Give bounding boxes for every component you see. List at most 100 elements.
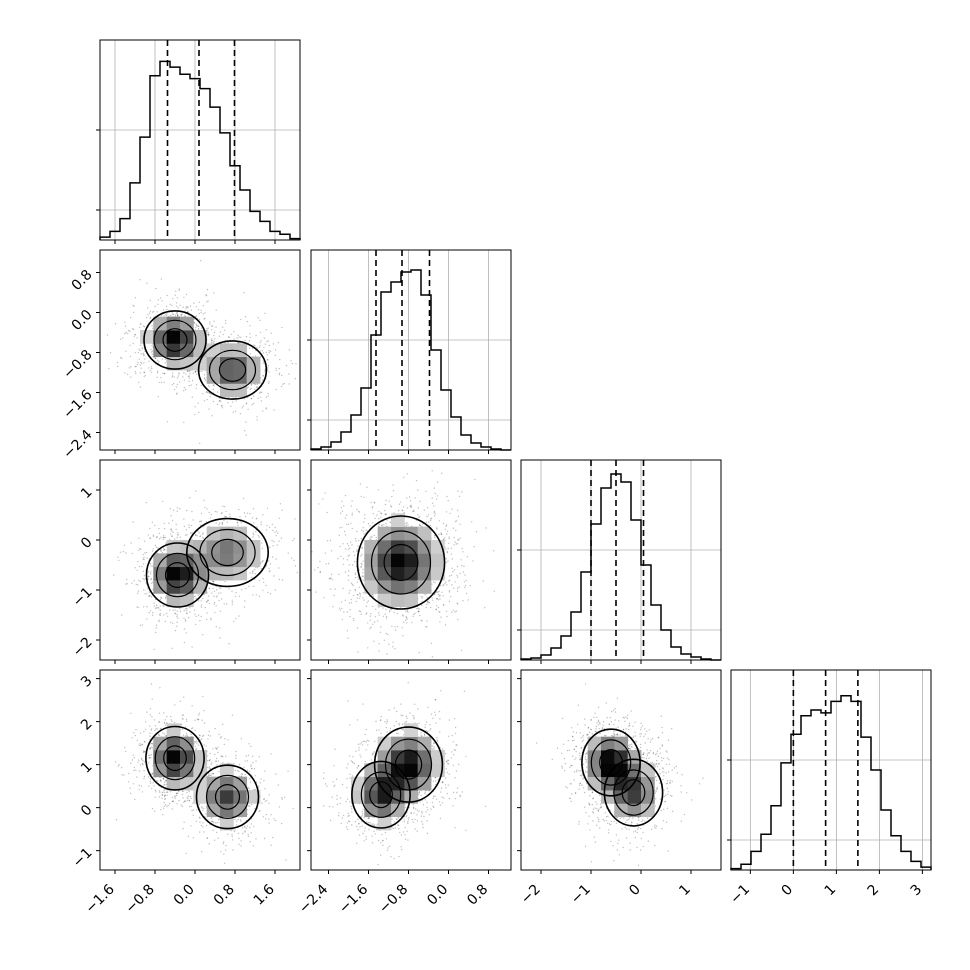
scatter-point bbox=[343, 611, 345, 613]
scatter-point bbox=[274, 354, 277, 356]
scatter-point bbox=[212, 388, 215, 391]
scatter-point bbox=[242, 497, 245, 499]
scatter-point bbox=[261, 560, 264, 563]
scatter-point bbox=[292, 539, 294, 542]
scatter-point bbox=[196, 742, 198, 744]
scatter-point bbox=[140, 367, 142, 369]
scatter-point bbox=[354, 588, 356, 591]
scatter-point bbox=[294, 518, 296, 520]
scatter-point bbox=[247, 833, 249, 836]
scatter-point bbox=[279, 358, 281, 361]
scatter-point bbox=[213, 603, 215, 605]
scatter-point bbox=[183, 518, 185, 520]
scatter-point bbox=[189, 370, 191, 372]
scatter-point bbox=[140, 323, 142, 325]
scatter-point bbox=[445, 610, 448, 612]
scatter-point bbox=[260, 778, 262, 780]
scatter-point bbox=[426, 515, 428, 518]
scatter-panel-1-0 bbox=[96, 259, 297, 454]
scatter-point bbox=[372, 623, 374, 625]
scatter-point bbox=[266, 354, 268, 356]
scatter-point bbox=[367, 622, 369, 624]
scatter-point bbox=[126, 373, 129, 375]
scatter-point bbox=[224, 580, 226, 583]
scatter-point bbox=[353, 619, 355, 622]
scatter-point bbox=[295, 363, 297, 365]
scatter-point bbox=[173, 722, 176, 724]
scatter-point bbox=[118, 764, 120, 766]
scatter-point bbox=[469, 585, 471, 587]
scatter-point bbox=[430, 518, 432, 520]
scatter-point bbox=[413, 613, 415, 616]
scatter-point bbox=[261, 379, 264, 381]
scatter-point bbox=[160, 381, 163, 383]
scatter-point bbox=[186, 307, 188, 309]
scatter-point bbox=[252, 594, 254, 596]
scatter-point bbox=[391, 495, 393, 498]
scatter-point bbox=[134, 567, 136, 569]
scatter-point bbox=[278, 373, 281, 376]
histogram-panel-0 bbox=[96, 40, 301, 240]
scatter-point bbox=[149, 563, 152, 565]
scatter-point bbox=[127, 332, 129, 335]
scatter-point bbox=[369, 619, 371, 621]
scatter-point bbox=[152, 612, 154, 614]
scatter-point bbox=[244, 515, 247, 518]
scatter-point bbox=[114, 323, 117, 325]
scatter-point bbox=[194, 745, 196, 748]
scatter-point bbox=[140, 362, 143, 364]
scatter-point bbox=[149, 317, 152, 319]
scatter-point bbox=[354, 573, 357, 576]
scatter-point bbox=[414, 612, 416, 615]
scatter-point bbox=[372, 513, 374, 515]
scatter-point bbox=[143, 606, 145, 608]
scatter-point bbox=[218, 592, 220, 594]
scatter-point bbox=[146, 557, 148, 559]
scatter-point bbox=[296, 571, 298, 574]
scatter-point bbox=[446, 495, 448, 498]
scatter-point bbox=[382, 607, 384, 609]
scatter-point bbox=[140, 353, 142, 355]
scatter-point bbox=[203, 377, 206, 379]
scatter-point bbox=[182, 734, 185, 736]
scatter-point bbox=[429, 519, 432, 522]
scatter-point bbox=[162, 372, 164, 374]
scatter-point bbox=[171, 376, 173, 378]
scatter-point bbox=[225, 755, 227, 757]
scatter-point bbox=[148, 312, 151, 314]
scatter-point bbox=[135, 372, 137, 375]
scatter-point bbox=[266, 341, 268, 343]
scatter-point bbox=[294, 565, 297, 567]
scatter-point bbox=[350, 602, 353, 604]
scatter-point bbox=[357, 651, 359, 653]
scatter-point bbox=[431, 597, 433, 599]
scatter-point bbox=[178, 288, 180, 290]
scatter-point bbox=[243, 292, 245, 294]
scatter-point bbox=[288, 373, 290, 375]
density-cell bbox=[364, 540, 379, 554]
scatter-point bbox=[136, 363, 138, 366]
scatter-point bbox=[352, 551, 355, 553]
scatter-point bbox=[438, 520, 440, 522]
scatter-point bbox=[156, 376, 158, 378]
scatter-point bbox=[240, 589, 243, 591]
scatter-point bbox=[217, 760, 220, 762]
density-cell bbox=[404, 566, 419, 581]
scatter-point bbox=[132, 521, 134, 523]
scatter-point bbox=[190, 309, 192, 311]
scatter-point bbox=[194, 534, 197, 536]
scatter-point bbox=[272, 343, 275, 345]
scatter-point bbox=[431, 502, 434, 504]
scatter-point bbox=[326, 511, 328, 514]
scatter-point bbox=[263, 837, 266, 840]
scatter-point bbox=[165, 597, 167, 599]
scatter-point bbox=[211, 415, 213, 417]
scatter-point bbox=[262, 352, 264, 354]
scatter-point bbox=[442, 585, 444, 587]
scatter-point bbox=[132, 783, 135, 785]
scatter-point bbox=[348, 592, 350, 594]
scatter-point bbox=[158, 532, 160, 535]
scatter-point bbox=[154, 544, 156, 547]
scatter-point bbox=[211, 325, 213, 327]
scatter-point bbox=[191, 705, 193, 707]
